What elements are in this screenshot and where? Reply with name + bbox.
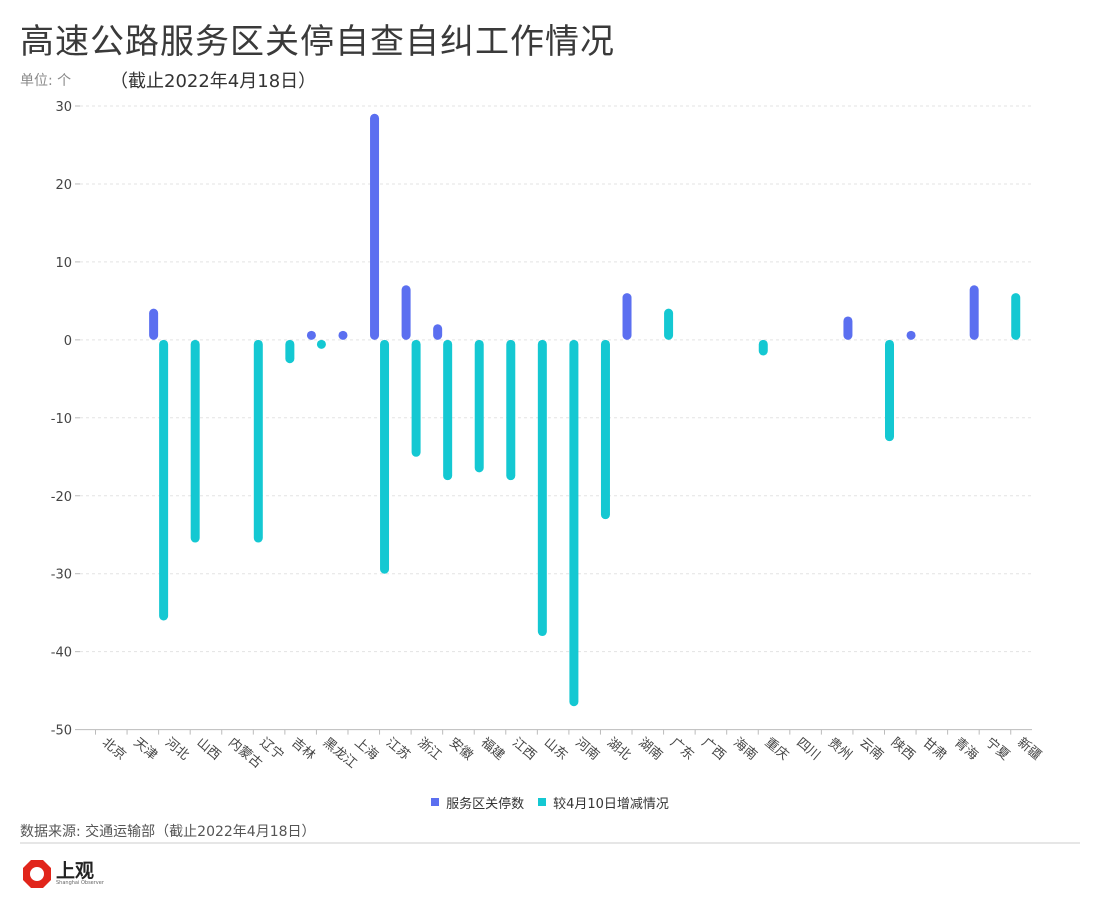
- x-tick-label: 新疆: [1014, 734, 1044, 763]
- x-tick-label: 贵州: [825, 735, 855, 763]
- bar-closures: [149, 308, 159, 340]
- x-tick-label: 重庆: [762, 734, 792, 763]
- x-tick-label: 浙江: [415, 735, 445, 763]
- y-tick-label: -30: [51, 568, 72, 583]
- x-tick-label: 山西: [194, 735, 224, 763]
- bar-change: [285, 339, 295, 364]
- y-tick-label: 0: [64, 334, 72, 349]
- bar-change: [758, 339, 768, 356]
- x-tick-label: 河北: [162, 735, 192, 763]
- legend-item-series-2[interactable]: 较4月10日增减情况: [538, 792, 669, 812]
- x-tick-label: 宁夏: [983, 734, 1013, 763]
- bar-closures: [622, 293, 632, 340]
- x-tick-label: 吉林: [288, 735, 318, 763]
- y-tick-label: 10: [55, 256, 72, 271]
- x-tick-label: 江苏: [383, 734, 413, 763]
- bar-change: [190, 339, 200, 543]
- logo-name: 上观: [56, 860, 95, 882]
- bar-change: [411, 339, 421, 457]
- bar-change: [537, 339, 547, 637]
- bar-change: [380, 339, 390, 574]
- logo-subtitle: Shanghai Observer: [56, 880, 104, 886]
- bar-change: [506, 339, 516, 481]
- bar-change: [600, 339, 610, 520]
- x-tick-label: 海南: [730, 734, 760, 763]
- logo-icon: [23, 860, 51, 888]
- bar-closures: [843, 316, 853, 340]
- unit-label: 单位: 个: [20, 73, 72, 89]
- x-tick-label: 河南: [572, 734, 602, 763]
- x-tick-label: 安徽: [446, 735, 476, 763]
- bar-change: [885, 339, 894, 442]
- x-tick-label: 陕西: [888, 735, 918, 763]
- x-tick-label: 广西: [699, 735, 729, 763]
- bar-change: [474, 339, 484, 473]
- data-source: 数据来源: 交通运输部（截止2022年4月18日）: [20, 824, 316, 840]
- x-tick-label: 山东: [541, 735, 571, 763]
- x-tick-label: 黑龙江: [320, 735, 360, 772]
- x-tick-label: 湖南: [635, 734, 665, 763]
- y-tick-label: 30: [55, 100, 72, 115]
- as-of-note: （截止2022年4月18日）: [110, 71, 317, 92]
- bar-closures: [306, 330, 316, 340]
- x-tick-label: 福建: [478, 735, 508, 763]
- legend-label-series-2: 较4月10日增减情况: [553, 796, 669, 812]
- bar-change: [159, 339, 169, 621]
- x-tick-label: 云南: [856, 734, 886, 763]
- x-tick-label: 甘肃: [919, 735, 949, 763]
- x-tick-label: 江西: [509, 735, 539, 763]
- bar-change: [664, 308, 674, 340]
- x-tick-label: 广东: [667, 735, 697, 763]
- x-tick-label: 北京: [99, 735, 129, 763]
- logo: 上观 Shanghai Observer: [20, 856, 130, 896]
- x-tick-label: 青海: [951, 735, 981, 763]
- bar-closures: [906, 330, 916, 340]
- legend-item-series-1[interactable]: 服务区关停数: [431, 792, 524, 812]
- bar-change: [569, 339, 579, 707]
- bar-closures: [969, 285, 979, 340]
- chart-title: 高速公路服务区关停自查自纠工作情况: [20, 22, 615, 62]
- bar-change: [253, 339, 263, 543]
- x-tick-label: 内蒙古: [225, 734, 265, 771]
- bar-closures: [433, 324, 443, 340]
- y-tick-label: -50: [51, 724, 72, 739]
- bar-closures: [401, 285, 411, 340]
- legend-label-series-1: 服务区关停数: [446, 796, 525, 812]
- y-tick-label: -10: [51, 412, 72, 427]
- legend-swatch-series-2: [538, 798, 547, 806]
- bar-closures: [338, 330, 348, 340]
- x-tick-label: 湖北: [604, 735, 634, 763]
- legend-swatch-series-1: [431, 798, 440, 806]
- divider: [20, 842, 1080, 844]
- y-tick-label: 20: [55, 178, 72, 193]
- y-tick-label: -40: [51, 646, 72, 661]
- bar-change: [443, 339, 453, 481]
- x-tick-label: 四川: [793, 735, 823, 763]
- x-tick-label: 天津: [130, 735, 160, 763]
- y-tick-label: -20: [51, 490, 72, 505]
- bar-change: [316, 339, 326, 349]
- bar-closures: [370, 113, 380, 340]
- legend: 服务区关停数 较4月10日增减情况: [0, 792, 1100, 812]
- bar-change: [1011, 293, 1021, 340]
